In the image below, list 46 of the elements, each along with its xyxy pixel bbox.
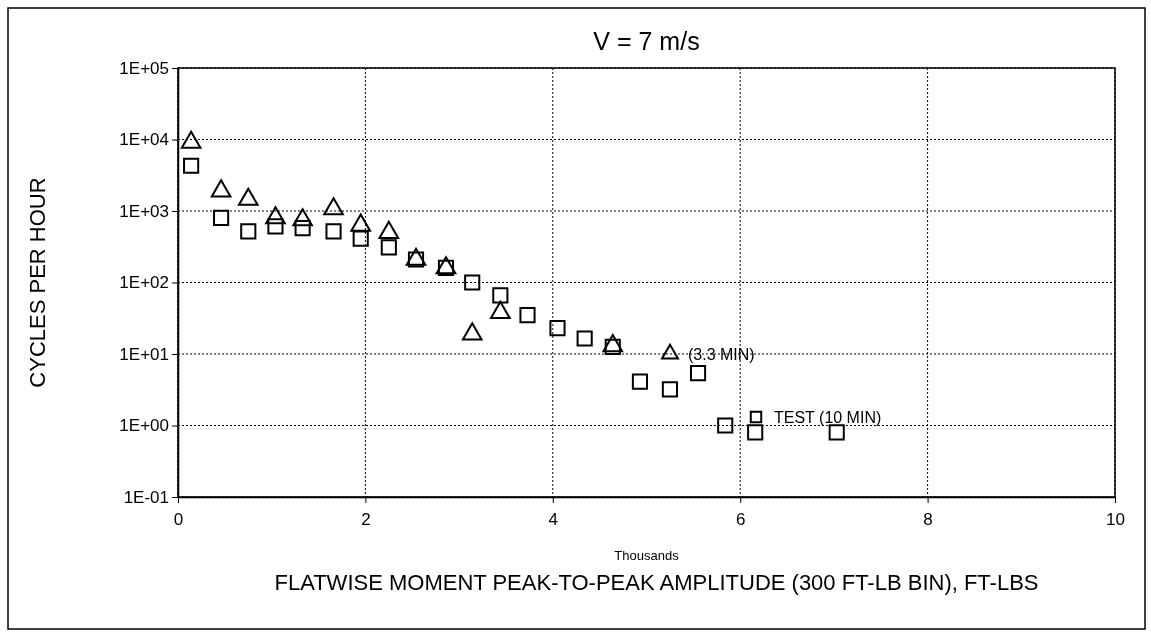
point bbox=[464, 274, 481, 291]
x-tick-label: 2 bbox=[361, 509, 371, 529]
chart-title: V = 7 m/s bbox=[593, 27, 700, 55]
point bbox=[717, 417, 734, 434]
x-tick-label: 8 bbox=[923, 509, 933, 529]
point bbox=[350, 213, 372, 232]
x-tick-label: 10 bbox=[1106, 509, 1125, 529]
point bbox=[180, 130, 202, 149]
x-tick-label: 6 bbox=[735, 509, 746, 529]
point bbox=[237, 187, 259, 206]
x-tick-label: 0 bbox=[173, 509, 184, 529]
y-tick-label: 1E+05 bbox=[119, 58, 169, 78]
point bbox=[492, 287, 509, 304]
y-tick-label: 1E+00 bbox=[119, 416, 169, 436]
legend-label: TEST (10 MIN) bbox=[774, 409, 882, 426]
point bbox=[549, 320, 566, 337]
y-tick-label: 1E+04 bbox=[119, 130, 169, 150]
point bbox=[828, 424, 845, 441]
y-tick-label: 1E+02 bbox=[119, 273, 169, 293]
point bbox=[267, 218, 284, 235]
y-tick-label: 1E+03 bbox=[119, 201, 169, 221]
point bbox=[213, 209, 230, 226]
point bbox=[210, 179, 232, 198]
point bbox=[519, 307, 536, 324]
point bbox=[294, 220, 311, 237]
point bbox=[631, 373, 649, 390]
point bbox=[183, 157, 200, 174]
point bbox=[747, 424, 764, 441]
y-tick-label: 1E-01 bbox=[123, 487, 169, 507]
point bbox=[576, 330, 593, 347]
point bbox=[380, 239, 397, 256]
point bbox=[325, 223, 342, 240]
point bbox=[265, 206, 286, 225]
point bbox=[292, 208, 313, 227]
y-axis-title: CYCLES PER HOUR bbox=[25, 177, 50, 388]
point bbox=[378, 220, 400, 239]
text: Thousands bbox=[614, 548, 680, 563]
point bbox=[689, 365, 707, 382]
legend-label: (3.3 MIN) bbox=[688, 346, 755, 363]
x-axis-title: FLATWISE MOMENT PEAK-TO-PEAK AMPLITUDE (300 FT-LB BIN), FT-LBS bbox=[274, 570, 1039, 595]
point bbox=[240, 223, 257, 240]
y-tick-label: 1E+01 bbox=[119, 344, 169, 364]
point bbox=[661, 381, 678, 398]
x-tick-label: 4 bbox=[548, 509, 559, 529]
point bbox=[323, 197, 344, 216]
point bbox=[352, 230, 369, 247]
